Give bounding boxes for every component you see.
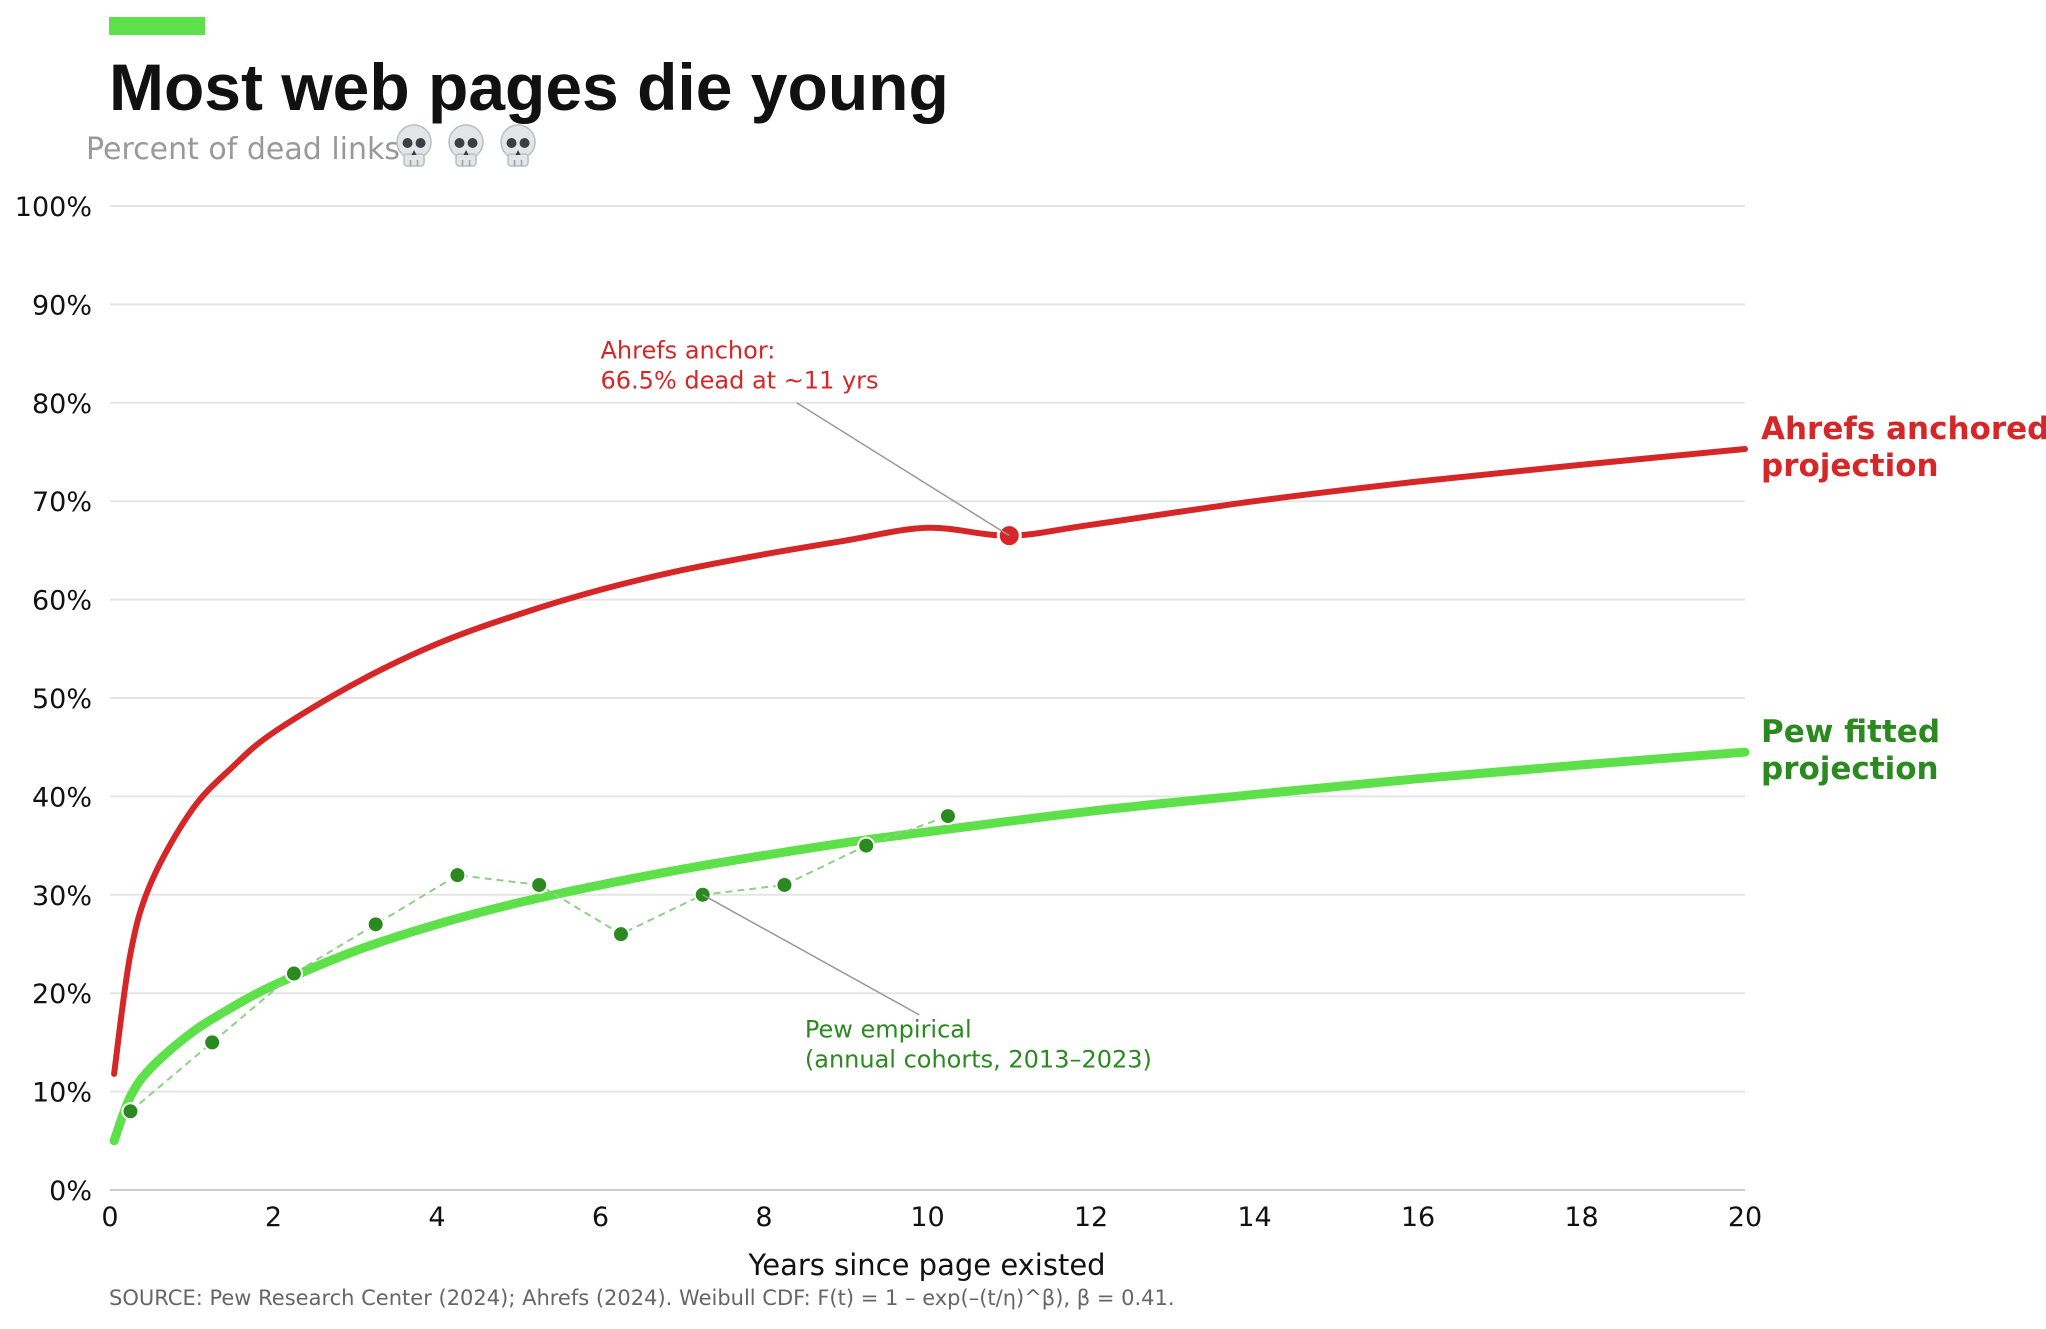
pew-empirical-point [366, 915, 385, 934]
x-tick-label: 20 [1728, 1202, 1762, 1233]
pew-empirical-point [121, 1102, 140, 1121]
ahrefs-annotation: Ahrefs anchor: 66.5% dead at ~11 yrs [601, 337, 879, 395]
x-tick-label: 0 [101, 1202, 118, 1233]
x-tick-label: 2 [265, 1202, 282, 1233]
pew-fitted-line [109, 747, 1750, 1146]
y-tick-label: 20% [32, 979, 92, 1010]
x-tick-label: 18 [1564, 1202, 1598, 1233]
series-labels: Ahrefs anchored projection Pew fitted proje… [1761, 411, 2046, 787]
source-note: SOURCE: Pew Research Center (2024); Ahre… [109, 1286, 1175, 1310]
y-tick-label: 80% [32, 389, 92, 420]
y-tick-label: 40% [32, 782, 92, 813]
x-tick-label: 6 [592, 1202, 609, 1233]
ahrefs-projection-line [111, 446, 1748, 1077]
pew-empirical-point [857, 836, 876, 855]
pew-empirical-point [284, 964, 303, 983]
y-tick-label: 90% [32, 290, 92, 321]
y-tick-label: 30% [32, 881, 92, 912]
y-tick-label: 100% [15, 192, 92, 223]
y-tick-label: 70% [32, 487, 92, 518]
pew-series-label: Pew fitted projection [1761, 714, 1940, 787]
y-tick-label: 50% [32, 684, 92, 715]
gridlines [110, 205, 1745, 1191]
y-tick-label: 10% [32, 1078, 92, 1109]
skull-icon [396, 124, 432, 167]
pew-empirical-point [203, 1033, 222, 1052]
x-tick-label: 10 [910, 1202, 944, 1233]
pew-empirical-point [448, 866, 467, 885]
pew-annotation: Pew empirical (annual cohorts, 2013–2023) [805, 1015, 1152, 1073]
skull-icons [396, 124, 536, 167]
pew-empirical-point [938, 807, 957, 826]
x-tick-label: 4 [428, 1202, 445, 1233]
x-tick-label: 8 [755, 1202, 772, 1233]
x-axis-ticks: 0 2 4 6 8 10 12 14 16 18 20 [101, 1202, 1762, 1233]
accent-bar [109, 17, 205, 35]
y-axis-ticks: 0% 10% 20% 30% 40% 50% 60% 70% 80% 90% 100% [15, 192, 92, 1207]
x-tick-label: 12 [1074, 1202, 1108, 1233]
y-tick-label: 60% [32, 586, 92, 617]
annotations: Ahrefs anchor: 66.5% dead at ~11 yrs Pew e… [601, 337, 1152, 1074]
skull-icon [448, 124, 484, 167]
chart-subtitle: Percent of dead links [86, 132, 400, 167]
chart-title: Most web pages die young [109, 50, 949, 124]
x-tick-label: 16 [1401, 1202, 1435, 1233]
series-layer [109, 446, 1750, 1146]
ahrefs-leader-line [796, 402, 1010, 537]
pew-empirical-point [775, 875, 794, 894]
pew-empirical-point [530, 875, 549, 894]
x-tick-label: 14 [1237, 1202, 1271, 1233]
skull-icon [500, 124, 536, 167]
ahrefs-series-label: Ahrefs anchored projection [1761, 411, 2046, 484]
y-tick-label: 0% [49, 1176, 92, 1207]
pew-leader-line [702, 894, 920, 1016]
pew-empirical-point [611, 925, 630, 944]
x-axis-label: Years since page existed [747, 1248, 1105, 1282]
